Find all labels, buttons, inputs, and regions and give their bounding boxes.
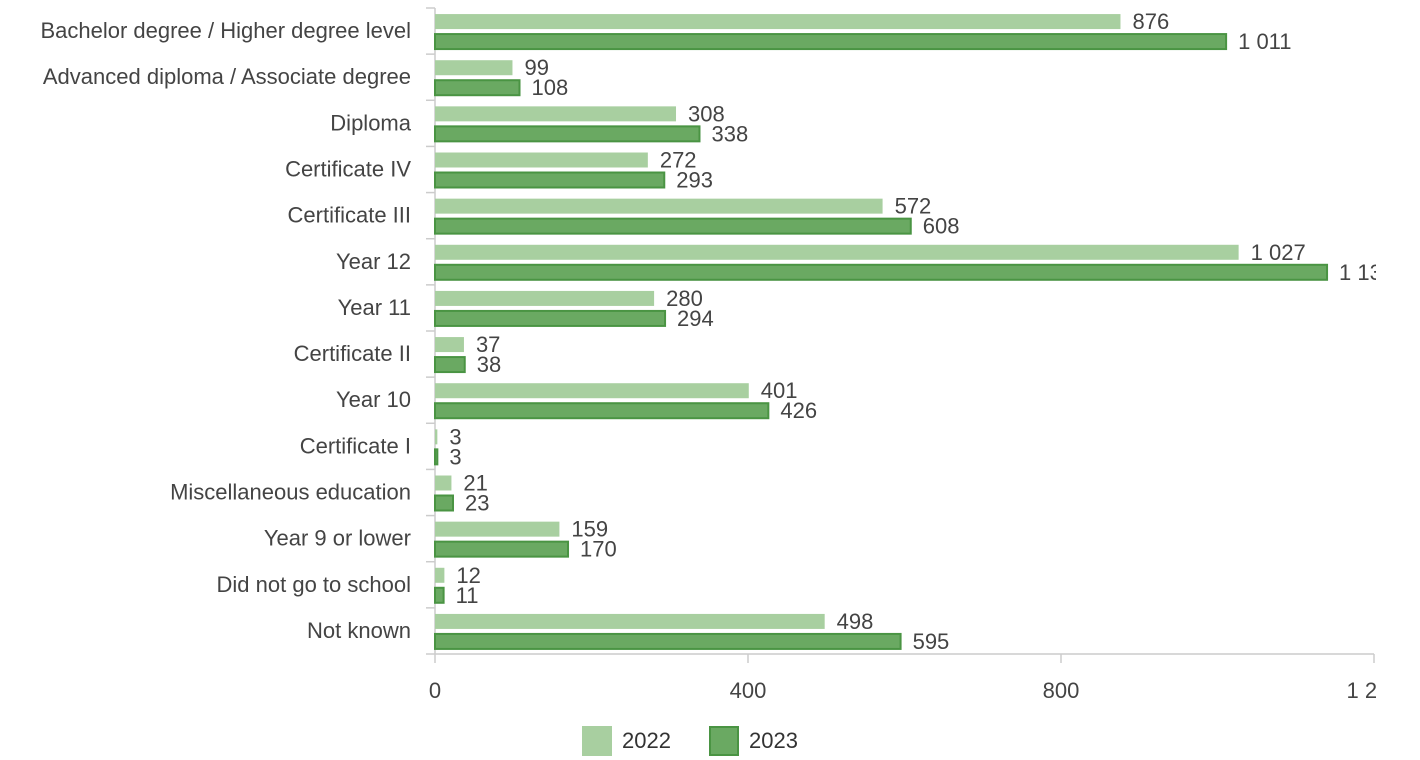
data-label-2023: 38 — [477, 352, 501, 377]
category-label: Certificate I — [300, 433, 411, 458]
bar-2023 — [434, 171, 666, 189]
x-tick-label: 400 — [730, 678, 767, 703]
bar-2023 — [434, 217, 912, 235]
x-tick-label: 1 200 — [1346, 678, 1401, 703]
data-label-2022: 37 — [476, 332, 500, 357]
bar-2022 — [435, 567, 445, 583]
bar-2023 — [434, 79, 521, 97]
bar-2023 — [434, 402, 770, 420]
data-label-2022: 876 — [1132, 9, 1169, 34]
bar-2022 — [435, 429, 438, 445]
category-label: Not known — [307, 618, 411, 643]
x-tick-label: 0 — [429, 678, 441, 703]
data-label-2022: 401 — [761, 378, 798, 403]
legend-item-2022: 2022 — [582, 726, 671, 756]
data-label-2022: 498 — [837, 609, 874, 634]
data-label-2023: 11 — [456, 583, 479, 608]
category-label: Miscellaneous education — [170, 480, 411, 505]
data-label-2023: 3 — [449, 444, 461, 469]
bar-2022 — [435, 14, 1121, 30]
bar-2023 — [434, 33, 1228, 51]
bar-2022 — [435, 290, 655, 306]
bar-2023 — [434, 263, 1329, 281]
data-label-2023: 338 — [711, 121, 748, 146]
category-label: Bachelor degree / Higher degree level — [40, 18, 411, 43]
bar-2023 — [434, 540, 570, 558]
data-label-2022: 308 — [688, 101, 725, 126]
legend-label-2022: 2022 — [622, 728, 671, 753]
bar-2022 — [435, 475, 452, 491]
bar-2023 — [434, 494, 454, 512]
chart-bars — [434, 14, 1329, 650]
data-label-2023: 1 13 — [1339, 260, 1382, 285]
legend-swatch-2022 — [582, 726, 613, 756]
bar-2023 — [434, 586, 445, 604]
data-label-2022: 159 — [571, 517, 608, 542]
data-label-2023: 294 — [677, 306, 714, 331]
chart-legend: 2022 2023 — [0, 726, 1380, 756]
data-label-2022: 280 — [666, 286, 703, 311]
bar-2022 — [435, 198, 883, 214]
category-label: Certificate II — [294, 341, 411, 366]
category-label: Did not go to school — [217, 572, 411, 597]
bar-2022 — [435, 337, 464, 353]
data-label-2023: 1 011 — [1238, 29, 1291, 54]
category-label: Year 9 or lower — [264, 526, 411, 551]
legend-swatch-2023 — [709, 726, 739, 756]
data-label-2022: 21 — [463, 471, 487, 496]
bar-2022 — [435, 152, 648, 168]
legend-label-2023: 2023 — [749, 728, 798, 753]
data-label-2022: 272 — [660, 148, 697, 173]
bar-2022 — [435, 244, 1239, 260]
data-label-2023: 23 — [465, 491, 489, 516]
chart-axes — [426, 7, 1375, 663]
category-label: Advanced diploma / Associate degree — [43, 64, 411, 89]
data-label-2022: 1 027 — [1251, 240, 1306, 265]
bar-2022 — [435, 383, 749, 399]
bar-2023 — [434, 448, 439, 466]
category-label: Year 11 — [338, 295, 411, 320]
category-label: Year 12 — [336, 249, 411, 274]
bar-2022 — [435, 106, 677, 122]
category-label: Certificate III — [288, 203, 411, 228]
data-label-2023: 595 — [913, 629, 950, 654]
data-label-2023: 293 — [676, 168, 713, 193]
data-label-2023: 608 — [923, 214, 960, 239]
bar-2022 — [435, 613, 825, 629]
category-label: Year 10 — [336, 387, 411, 412]
data-label-2022: 572 — [895, 194, 932, 219]
data-label-2022: 3 — [449, 424, 461, 449]
bar-2023 — [434, 632, 902, 650]
legend-item-2023: 2023 — [709, 726, 798, 756]
data-label-2023: 108 — [532, 75, 569, 100]
data-label-2022: 99 — [524, 55, 548, 80]
data-label-2023: 170 — [580, 537, 617, 562]
bar-2022 — [435, 521, 560, 537]
x-tick-label: 800 — [1043, 678, 1080, 703]
bar-2022 — [435, 60, 513, 76]
data-label-2022: 12 — [456, 563, 480, 588]
data-label-2023: 426 — [780, 398, 817, 423]
bar-2023 — [434, 356, 466, 374]
bar-2023 — [434, 125, 701, 143]
chart-labels: 0 400 800 1 200 Bachelor degree / Higher deg… — [40, 9, 1401, 703]
category-label: Diploma — [330, 110, 411, 135]
bar-2023 — [434, 309, 667, 327]
category-label: Certificate IV — [285, 157, 411, 182]
